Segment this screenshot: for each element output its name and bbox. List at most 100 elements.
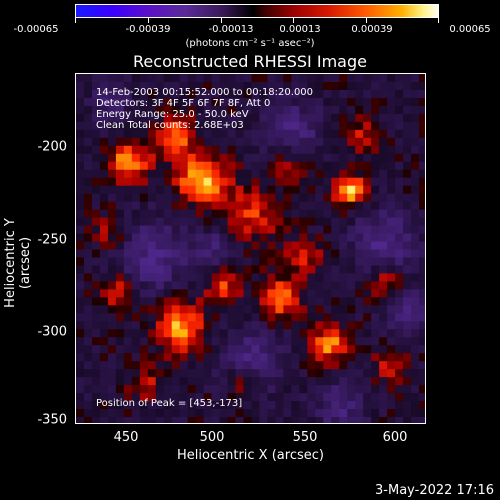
heatmap-pixel <box>275 313 285 322</box>
heatmap-pixel <box>83 305 93 314</box>
heatmap-pixel <box>187 185 197 195</box>
heatmap-pixel <box>363 217 372 227</box>
heatmap-pixel <box>107 177 117 187</box>
heatmap-pixel <box>211 97 221 107</box>
heatmap-pixel <box>123 273 133 283</box>
heatmap-pixel <box>379 361 388 370</box>
heatmap-pixel <box>115 209 125 219</box>
heatmap-pixel <box>371 401 380 410</box>
heatmap-pixel <box>131 313 141 322</box>
heatmap-pixel <box>107 409 117 418</box>
heatmap-pixel <box>275 121 285 131</box>
heatmap-pixel <box>179 321 189 330</box>
heatmap-pixel <box>83 153 93 163</box>
heatmap-pixel <box>251 97 261 107</box>
heatmap-pixel <box>243 377 253 386</box>
heatmap-pixel <box>147 113 157 123</box>
heatmap-pixel <box>171 369 181 378</box>
heatmap-pixel <box>171 337 181 346</box>
heatmap-pixel <box>315 177 324 187</box>
y-tick-label: -200 <box>37 139 67 155</box>
heatmap-pixel <box>139 113 149 123</box>
heatmap-pixel <box>387 137 396 147</box>
heatmap-pixel <box>259 81 269 91</box>
heatmap-pixel <box>403 265 412 275</box>
heatmap-pixel <box>139 377 149 386</box>
heatmap-pixel <box>123 74 133 83</box>
heatmap-pixel <box>235 401 245 410</box>
heatmap-pixel <box>131 153 141 163</box>
heatmap-pixel <box>179 361 189 370</box>
heatmap-pixel <box>91 185 101 195</box>
x-axis-label: Heliocentric X (arcsec) <box>177 448 324 463</box>
heatmap-pixel <box>76 281 85 290</box>
heatmap-pixel <box>187 161 197 171</box>
heatmap-pixel <box>323 185 332 195</box>
heatmap-pixel <box>403 233 412 243</box>
heatmap-pixel <box>339 137 348 147</box>
heatmap-pixel <box>355 153 364 163</box>
heatmap-pixel <box>395 209 404 219</box>
heatmap-pixel <box>91 241 101 251</box>
heatmap-pixel <box>371 177 380 187</box>
heatmap-pixel <box>411 217 420 227</box>
heatmap-pixel <box>203 121 213 131</box>
heatmap-pixel <box>355 193 364 203</box>
heatmap-pixel <box>315 289 324 298</box>
heatmap-pixel <box>323 145 332 155</box>
heatmap-pixel <box>187 145 197 155</box>
heatmap-pixel <box>131 281 141 290</box>
heatmap-pixel <box>139 97 149 107</box>
heatmap-pixel <box>291 257 300 267</box>
heatmap-pixel <box>243 297 253 306</box>
heatmap-pixel <box>379 289 388 298</box>
heatmap-pixel <box>411 169 420 179</box>
heatmap-pixel <box>291 265 300 275</box>
heatmap-pixel <box>163 273 173 283</box>
y-tick-label: -300 <box>37 324 67 340</box>
heatmap-pixel <box>171 225 181 235</box>
heatmap-pixel <box>355 209 364 219</box>
heatmap-pixel <box>419 329 425 338</box>
heatmap-pixel <box>187 321 197 330</box>
heatmap-pixel <box>163 209 173 219</box>
heatmap-pixel <box>211 241 221 251</box>
heatmap-pixel <box>211 209 221 219</box>
heatmap-pixel <box>355 289 364 298</box>
heatmap-pixel <box>115 273 125 283</box>
heatmap-pixel <box>283 193 292 203</box>
heatmap-pixel <box>363 393 372 402</box>
heatmap-pixel <box>107 145 117 155</box>
heatmap-pixel <box>395 289 404 298</box>
heatmap-pixel <box>163 97 173 107</box>
heatmap-pixel <box>123 201 133 211</box>
heatmap-pixel <box>163 121 173 131</box>
heatmap-pixel <box>203 161 213 171</box>
heatmap-pixel <box>275 281 285 290</box>
heatmap-pixel <box>139 153 149 163</box>
heatmap-pixel <box>219 401 229 410</box>
heatmap-pixel <box>323 297 332 306</box>
heatmap-pixel <box>363 233 372 243</box>
heatmap-pixel <box>411 105 420 115</box>
heatmap-pixel <box>211 249 221 259</box>
heatmap-pixel <box>347 265 356 275</box>
heatmap-pixel <box>187 249 197 259</box>
heatmap-pixel <box>355 305 364 314</box>
heatmap-pixel <box>187 313 197 322</box>
heatmap-pixel <box>363 385 372 394</box>
heatmap-pixel <box>171 137 181 147</box>
heatmap-pixel <box>123 281 133 290</box>
heatmap-pixel <box>123 249 133 259</box>
heatmap-pixel <box>315 241 324 251</box>
heatmap-pixel <box>267 385 277 394</box>
heatmap-pixel <box>243 393 253 402</box>
heatmap-pixel <box>187 409 197 418</box>
rhessi-image-plot[interactable]: 14-Feb-2003 00:15:52.000 to 00:18:20.000… <box>75 73 426 424</box>
heatmap-pixel <box>379 177 388 187</box>
heatmap-pixel <box>339 329 348 338</box>
heatmap-pixel <box>235 233 245 243</box>
heatmap-pixel <box>339 369 348 378</box>
heatmap-pixel <box>275 417 285 423</box>
heatmap-pixel <box>187 201 197 211</box>
